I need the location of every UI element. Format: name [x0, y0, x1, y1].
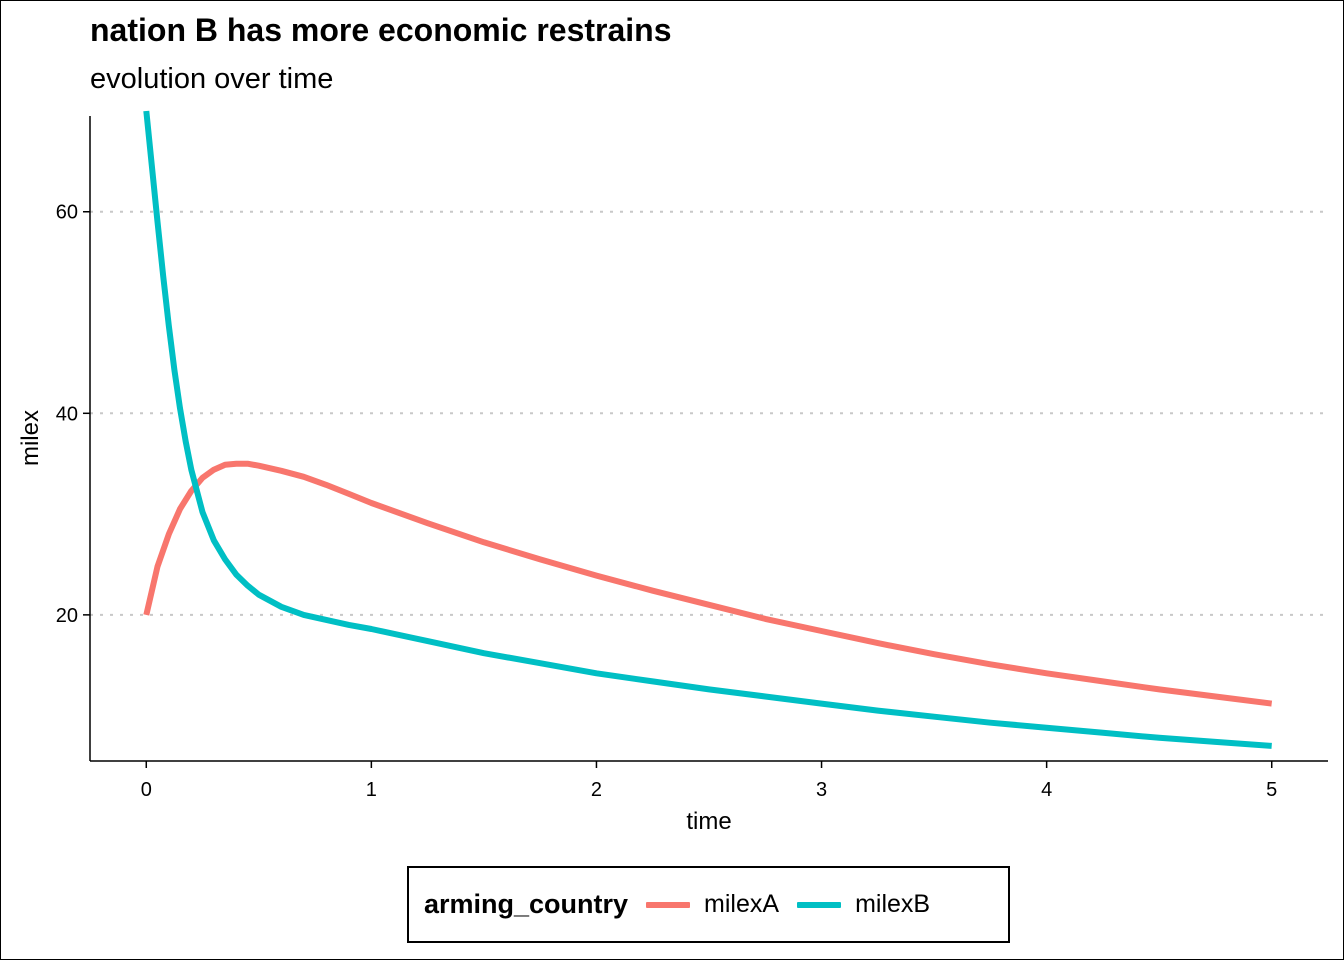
- axes: [89, 116, 1328, 762]
- y-tick-label-40: 40: [56, 403, 78, 425]
- x-tick-label-0: 0: [141, 779, 152, 801]
- series-lines: [143, 110, 1273, 749]
- y-axis-title: milex: [17, 410, 44, 466]
- x-tick-label-1: 1: [366, 779, 377, 801]
- x-tick-label-5: 5: [1266, 779, 1277, 801]
- x-tick-label-3: 3: [816, 779, 827, 801]
- series-line-milexB: [143, 110, 1272, 749]
- legend-item-milexB: milexB: [797, 890, 930, 919]
- legend-key-milexB: [797, 901, 842, 908]
- legend-label-milexA: milexA: [704, 890, 780, 918]
- x-tick-label-2: 2: [591, 779, 602, 801]
- legend-title: arming_country: [424, 889, 629, 919]
- legend-item-milexA: milexA: [646, 890, 779, 919]
- axis-ticks: 20 40 60 0 1 2 3 4 5: [56, 202, 1278, 801]
- grid-lines: [90, 210, 1328, 616]
- chart-subtitle: evolution over time: [90, 63, 334, 95]
- x-tick-label-4: 4: [1041, 779, 1052, 801]
- y-tick-label-20: 20: [56, 605, 78, 627]
- legend: arming_country milexA milexB: [407, 866, 1010, 943]
- x-axis-title: time: [686, 808, 731, 835]
- legend-label-milexB: milexB: [855, 890, 931, 918]
- series-line-milexA: [143, 460, 1273, 707]
- legend-key-milexA: [646, 901, 691, 908]
- chart-title: nation B has more economic restrains: [90, 12, 672, 48]
- y-tick-label-60: 60: [56, 202, 78, 224]
